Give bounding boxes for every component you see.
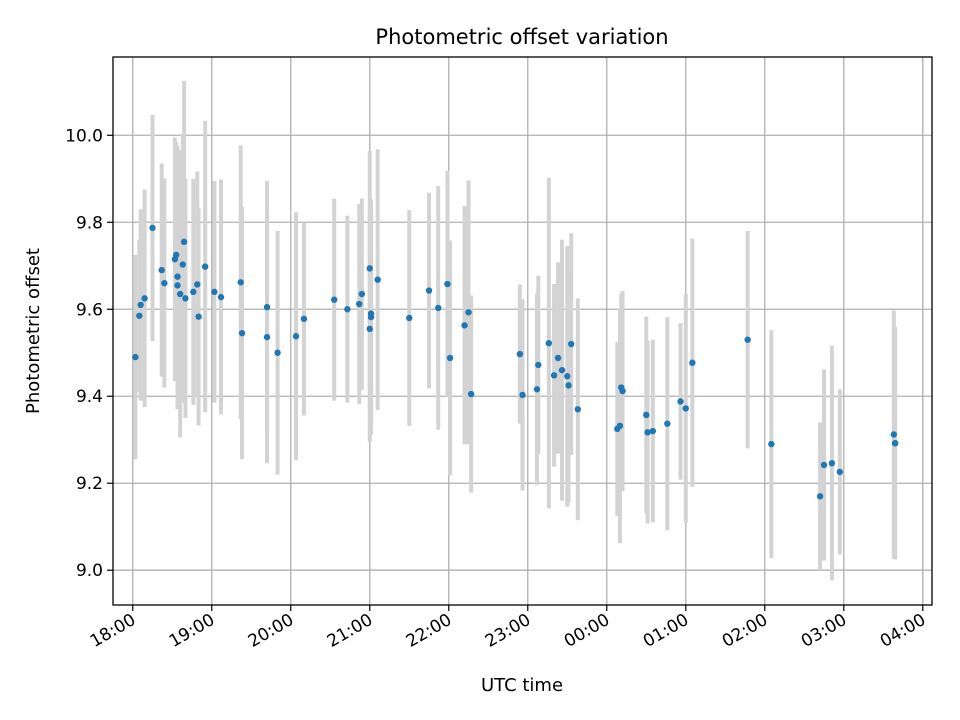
- data-points: [132, 224, 899, 500]
- data-point: [201, 263, 209, 270]
- data-point: [744, 336, 751, 343]
- data-point: [664, 420, 671, 427]
- data-point: [891, 440, 899, 447]
- data-point: [564, 373, 571, 380]
- data-point: [356, 300, 363, 308]
- data-point: [194, 281, 201, 288]
- data-point: [574, 406, 582, 413]
- data-point: [180, 238, 188, 246]
- data-point: [263, 333, 271, 341]
- data-point: [238, 329, 246, 337]
- x-axis-title: UTC time: [481, 675, 563, 696]
- data-point: [535, 361, 542, 369]
- chart-title: Photometric offset variation: [375, 25, 668, 49]
- data-point: [682, 405, 689, 412]
- data-point: [274, 349, 281, 356]
- data-point: [217, 293, 225, 301]
- y-axis-ticks: 9.0 9.2 9.4 9.6 9.8 10.0: [65, 126, 113, 581]
- data-point: [358, 290, 366, 298]
- data-point: [344, 306, 351, 313]
- data-point: [149, 224, 156, 232]
- data-point: [558, 366, 566, 374]
- data-point: [565, 382, 572, 389]
- data-point: [649, 427, 657, 435]
- data-point: [211, 288, 218, 296]
- y-tick-label: 9.8: [76, 213, 103, 233]
- data-point: [366, 265, 373, 272]
- data-point: [768, 440, 775, 448]
- data-point: [644, 429, 651, 436]
- y-axis-title: Photometric offset: [23, 248, 44, 414]
- data-point: [263, 303, 271, 311]
- data-point: [158, 266, 165, 274]
- y-tick-label: 9.2: [76, 474, 103, 494]
- data-point: [444, 280, 451, 288]
- data-point: [176, 290, 184, 298]
- data-point: [182, 295, 189, 302]
- data-point: [516, 350, 524, 358]
- data-point: [292, 333, 300, 340]
- data-point: [174, 282, 181, 289]
- data-point: [331, 296, 338, 303]
- data-point: [446, 354, 454, 362]
- data-point: [366, 325, 373, 333]
- data-point: [174, 273, 181, 280]
- data-point: [467, 390, 475, 398]
- data-point: [820, 461, 828, 469]
- data-point: [619, 387, 626, 395]
- data-point: [616, 422, 624, 430]
- data-point: [190, 288, 197, 296]
- data-point: [173, 251, 180, 259]
- data-point: [643, 411, 650, 419]
- data-point: [137, 301, 144, 309]
- data-point: [300, 315, 308, 323]
- data-point: [816, 493, 824, 500]
- data-point: [161, 279, 168, 287]
- data-point: [677, 398, 684, 405]
- y-tick-label: 10.0: [65, 126, 103, 146]
- data-point: [828, 460, 836, 467]
- y-tick-label: 9.6: [76, 300, 103, 320]
- data-point: [179, 261, 186, 268]
- data-point: [136, 312, 143, 319]
- data-point: [519, 391, 526, 399]
- data-point: [836, 468, 844, 476]
- y-tick-label: 9.0: [76, 561, 103, 581]
- plot-frame: [112, 56, 933, 606]
- data-point: [132, 353, 139, 361]
- data-point: [550, 372, 558, 379]
- data-point: [465, 309, 472, 316]
- data-point: [461, 322, 468, 329]
- data-point: [237, 279, 244, 286]
- data-point: [406, 314, 413, 322]
- data-point: [435, 304, 442, 312]
- data-point: [195, 313, 202, 320]
- data-point: [890, 431, 898, 438]
- data-point: [141, 295, 148, 302]
- data-point: [545, 339, 553, 347]
- data-point: [374, 276, 381, 283]
- data-point: [689, 359, 696, 366]
- data-point: [568, 340, 575, 348]
- data-point: [533, 386, 541, 393]
- data-point: [554, 354, 562, 362]
- data-point: [367, 310, 375, 317]
- data-point: [425, 287, 433, 294]
- y-tick-label: 9.4: [76, 387, 103, 407]
